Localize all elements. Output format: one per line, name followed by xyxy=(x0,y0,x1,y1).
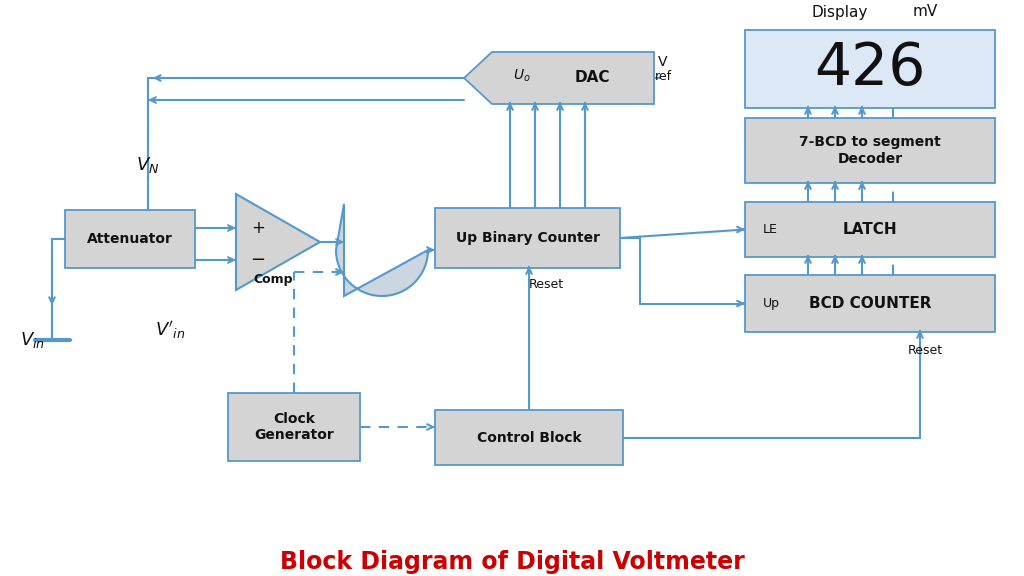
Text: Attenuator: Attenuator xyxy=(87,232,173,246)
Bar xyxy=(745,30,995,108)
Polygon shape xyxy=(336,204,428,296)
Text: Reset: Reset xyxy=(528,278,563,290)
Bar xyxy=(65,210,195,268)
Bar xyxy=(745,275,995,332)
Text: Up: Up xyxy=(763,297,780,310)
Text: Clock
Generator: Clock Generator xyxy=(254,412,334,442)
Text: LE: LE xyxy=(763,223,778,236)
Text: $V_{in}$: $V_{in}$ xyxy=(19,330,44,350)
Bar xyxy=(228,393,360,461)
Bar xyxy=(435,410,623,465)
Bar xyxy=(745,202,995,257)
Text: +: + xyxy=(251,219,265,237)
Text: $U_o$: $U_o$ xyxy=(513,68,530,84)
Text: Reset: Reset xyxy=(907,343,942,357)
Text: Display: Display xyxy=(812,5,868,20)
Polygon shape xyxy=(464,52,654,104)
Text: −: − xyxy=(251,251,265,269)
Text: ref: ref xyxy=(654,70,672,84)
Text: LATCH: LATCH xyxy=(843,222,897,237)
Text: Control Block: Control Block xyxy=(477,430,582,445)
Text: $V'_{in}$: $V'_{in}$ xyxy=(155,319,185,341)
Polygon shape xyxy=(236,194,319,290)
Text: DAC: DAC xyxy=(574,70,609,85)
Text: mV: mV xyxy=(912,5,938,20)
Text: $V_N$: $V_N$ xyxy=(136,155,160,175)
Text: Comp: Comp xyxy=(253,274,293,286)
Text: Block Diagram of Digital Voltmeter: Block Diagram of Digital Voltmeter xyxy=(280,550,744,574)
Text: 426: 426 xyxy=(814,40,926,97)
Text: Up Binary Counter: Up Binary Counter xyxy=(456,231,599,245)
Text: V: V xyxy=(658,55,668,69)
Text: 7-BCD to segment
Decoder: 7-BCD to segment Decoder xyxy=(799,135,941,166)
Text: BCD COUNTER: BCD COUNTER xyxy=(809,296,931,311)
Bar xyxy=(745,118,995,183)
Bar xyxy=(435,208,620,268)
